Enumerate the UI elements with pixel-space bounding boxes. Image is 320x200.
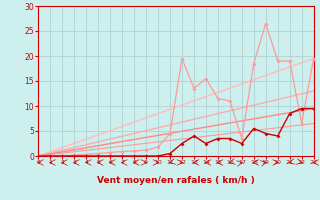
X-axis label: Vent moyen/en rafales ( km/h ): Vent moyen/en rafales ( km/h ) <box>97 176 255 185</box>
